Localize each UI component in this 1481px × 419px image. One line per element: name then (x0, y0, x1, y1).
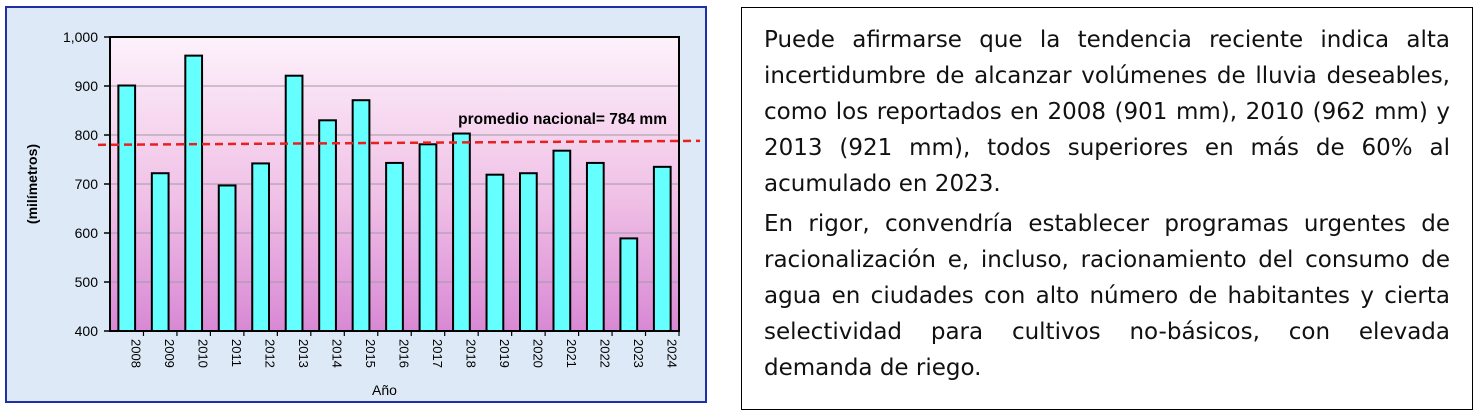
bar-chart: 400 500 600 700 800 900 1,000 2008 2009 2010 2011 2… (24, 29, 701, 398)
x-tick-label: 2018 (463, 339, 478, 368)
x-tick-label: 2019 (497, 339, 512, 368)
bar-2017 (418, 143, 438, 332)
x-tick-label: 2024 (664, 339, 679, 368)
bar-2011 (217, 184, 237, 332)
x-tick-label: 2023 (631, 339, 646, 368)
x-tick-label: 2012 (263, 339, 278, 368)
x-tick-label: 2016 (397, 339, 412, 368)
x-tick-label: 2008 (129, 339, 144, 368)
y-axis-title: (milímetros) (24, 144, 40, 224)
y-tick-label: 500 (75, 274, 99, 290)
y-tick-label: 600 (75, 225, 99, 241)
bar-2010 (184, 54, 204, 333)
y-tick-label: 900 (75, 78, 99, 94)
y-tick-label: 400 (75, 323, 99, 339)
x-tick-label: 2010 (196, 339, 211, 368)
x-tick-label: 2020 (530, 339, 545, 368)
average-line (97, 139, 701, 147)
bar-2020 (519, 172, 538, 332)
x-tick-label: 2013 (296, 339, 311, 368)
x-tick-label: 2021 (564, 339, 579, 368)
bar-2016 (385, 161, 404, 332)
x-tick-label: 2022 (597, 339, 612, 368)
y-tick-label: 700 (75, 176, 99, 192)
y-tick-label: 1,000 (63, 29, 98, 45)
bar-2018 (452, 132, 471, 332)
bar-2019 (485, 173, 505, 332)
x-axis-title: Año (372, 382, 397, 398)
x-tick-label: 2011 (229, 339, 244, 367)
bar-2022 (585, 161, 605, 332)
bar-2009 (150, 172, 170, 332)
commentary-paragraph-2: En rigor, convendría establecer programa… (764, 211, 1450, 381)
bar-2012 (251, 162, 270, 332)
bar-2008 (117, 84, 137, 333)
commentary-paragraph-1: Puede afirmarse que la tendencia recient… (764, 27, 1450, 197)
x-tick-label: 2017 (430, 339, 445, 368)
bar-2023 (619, 237, 639, 332)
x-tick-label: 2015 (363, 339, 378, 368)
bar-2021 (552, 149, 572, 332)
plot-frame (109, 36, 680, 332)
x-tick-label: 2014 (330, 339, 345, 368)
average-line-label: promedio nacional= 784 mm (458, 111, 667, 128)
bar-2024 (652, 165, 672, 332)
y-tick-label: 800 (75, 127, 99, 143)
x-tick-label: 2009 (162, 339, 177, 368)
bar-2015 (351, 99, 371, 332)
bar-2014 (318, 119, 337, 332)
commentary-panel: Puede afirmarse que la tendencia recient… (741, 7, 1473, 410)
chart-panel: 400 500 600 700 800 900 1,000 2008 2009 2010 2011 2… (5, 6, 707, 403)
bar-2013 (284, 74, 304, 332)
